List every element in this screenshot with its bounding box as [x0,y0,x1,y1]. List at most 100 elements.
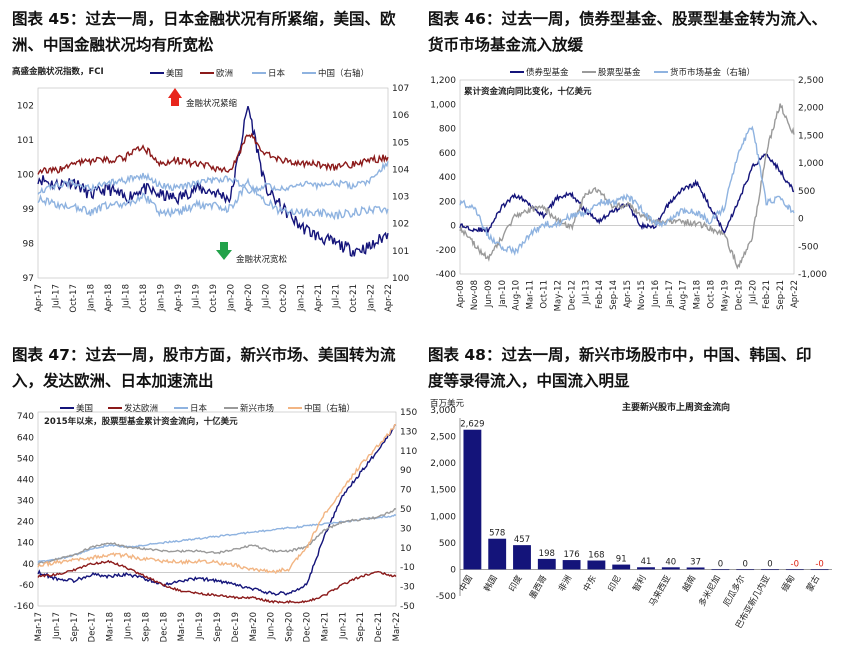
x-tick-label: Jun-18 [124,612,134,640]
y2-tick-label: 130 [400,427,417,437]
plot-area [459,79,795,275]
data-label: 40 [665,557,676,567]
x-tick-label: Nov-15 [637,280,647,310]
x-tick-label: Apr-22 [790,280,800,308]
y-tick-label: 200 [439,197,456,207]
x-tick-label: Mar-19 [177,612,187,641]
series-line [37,508,397,566]
fund-flow-chart: -400 -200 0 200 400 600 800 1,000 1,200 -1,000 -50… [430,67,827,311]
bar [488,538,507,570]
y-tick-label: 1,000 [430,512,456,522]
x-tick-label: 越南 [680,573,698,593]
data-label: 198 [539,549,555,559]
data-label: 578 [489,529,505,539]
y-axis-label: 百万美元 [430,398,465,409]
panel-title: 度等录得流入，中国流入明显 [428,372,630,390]
x-tick-label: Apr-18 [104,284,114,312]
x-tick-label: Dec-21 [374,612,384,642]
bar [513,545,531,570]
y-tick-label: -160 [14,602,35,612]
y-tick-label: 40 [23,560,35,570]
fci-chart: 97 98 99 100 101 102 100 101 102 103 104 105 106 107 A… [12,66,409,313]
legend-label: 股票型基金 [598,67,641,78]
chart-subtitle: 累计资金流向同比变化，十亿美元 [464,86,592,97]
x-tick-label: 缅甸 [779,573,797,593]
data-label: 168 [588,551,604,561]
x-tick-label: Jul-21 [332,284,342,309]
x-tick-label: Apr-22 [384,284,394,312]
x-tick-label: Jun-09 [484,280,494,308]
y2-tick-label: -500 [798,242,819,252]
panel-title: 图表 48：过去一周，新兴市场股市中，中国、韩国、印 [428,346,812,364]
y-tick-label: 800 [439,125,456,135]
x-tick-label: Oct-18 [139,284,149,313]
data-label: 0 [767,559,772,569]
x-tick-label: 智利 [631,573,649,593]
x-tick-label: Oct-11 [540,280,550,309]
data-label: 91 [616,555,627,565]
y-tick-label: 1,200 [430,76,456,86]
bar [785,569,804,571]
x-tick-label: Mar-20 [249,612,259,641]
panel-title: 入，发达欧洲、日本加速流出 [12,372,214,390]
x-tick-label: Mar-21 [320,612,330,641]
bar [587,560,606,570]
legend-label: 货币市场基金（右轴） [670,67,755,78]
series-line [37,424,397,596]
x-tick-label: Dec-20 [303,612,313,642]
x-tick-label: Feb-21 [762,280,772,309]
data-label: 41 [641,557,652,567]
x-tick-label: Jan-18 [87,284,97,312]
legend-label: 债券型基金 [526,67,569,78]
down-arrow-icon [216,242,232,260]
y2-tick-label: 107 [392,84,409,94]
x-tick-label: Mar-22 [392,612,402,641]
x-tick-label: Jul-18 [122,284,132,309]
x-tick-label: Jun-17 [52,612,62,640]
x-tick-label: Dec-18 [159,612,169,642]
panel-title: 图表 47：过去一周，股市方面，新兴市场、美国转为流 [12,346,396,364]
chart-subtitle: 高盛金融状况指数，FCI [12,66,104,77]
x-tick-label: Jan-19 [157,284,167,312]
x-tick-label: Mar-17 [34,612,44,641]
x-tick-label: 中东 [581,573,599,593]
em-flow-bar-chart: 百万美元 主要新兴股市上周资金流向 -500 0 500 1,000 1,500 2,000 2… [430,398,832,630]
bar [537,558,556,570]
y2-tick-label: 10 [400,544,412,554]
legend-label: 美国 [76,403,93,414]
y2-tick-label: -1,000 [798,270,827,280]
x-tick-label: Jul-13 [581,280,591,305]
data-label: 457 [514,535,530,545]
x-tick-label: Nov-08 [470,280,480,310]
x-tick-label: Sep-20 [285,612,295,642]
x-tick-label: Apr-08 [456,280,466,308]
y2-tick-label: 110 [400,447,417,457]
y-tick-label: -500 [436,592,457,602]
y2-tick-label: 0 [798,215,804,225]
y-tick-label: -400 [436,270,457,280]
series-line [37,177,389,221]
x-tick-label: Sep-14 [609,280,619,310]
y-tick-label: 101 [17,136,34,146]
series-line [459,103,795,270]
y2-tick-label: 106 [392,111,409,121]
data-label: 176 [563,550,579,560]
annotation-loose: 金融状况宽松 [236,254,288,265]
x-tick-label: Jul-17 [52,284,62,309]
x-tick-label: Jun-20 [267,612,277,640]
bar [637,567,655,570]
y-tick-label: 1,000 [430,100,456,110]
y-tick-label: 240 [17,518,34,528]
data-label: -0 [791,559,799,569]
x-tick-label: 蒙古 [804,573,822,594]
legend-label: 中国（右轴） [304,403,355,414]
x-tick-label: Apr-20 [244,284,254,312]
y-tick-label: 540 [17,454,34,464]
y2-tick-label: 150 [400,408,417,418]
legend-label: 日本 [190,403,208,414]
y-tick-label: 2,000 [430,459,456,469]
y-tick-label: 500 [439,539,456,549]
x-tick-label: Mar-18 [106,612,116,641]
panel-title: 货币市场基金流入放缓 [428,36,584,54]
series-line [37,513,397,564]
